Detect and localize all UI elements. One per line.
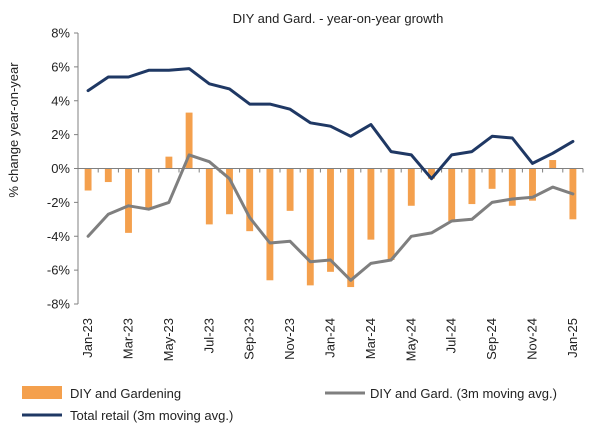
x-tick-labels: Jan-23 Mar-23 May-23 Jul-23 Sep-23 Nov-23 Jan-… xyxy=(80,318,580,361)
bar xyxy=(185,112,193,169)
x-axis xyxy=(77,168,584,173)
y-axis: -8% -6% -4% -2% 0% 2% 4% 6% 8% xyxy=(47,26,79,312)
bar xyxy=(468,168,476,205)
legend-label: DIY and Gardening xyxy=(70,386,181,401)
y-tick-label: 2% xyxy=(51,127,70,142)
x-tick-label: Jan-24 xyxy=(323,318,338,358)
y-axis-label: % change year-on-year xyxy=(6,62,21,198)
x-tick-label: Mar-24 xyxy=(363,318,378,359)
bar xyxy=(226,168,233,215)
legend-item: DIY and Gardening xyxy=(22,386,181,401)
bar xyxy=(165,156,173,169)
x-tick-label: May-23 xyxy=(161,318,176,361)
bar xyxy=(508,168,516,206)
x-tick-label: Jan-23 xyxy=(80,318,95,358)
bar xyxy=(448,168,456,222)
y-tick-label: 4% xyxy=(51,93,70,108)
y-tick-label: -6% xyxy=(47,263,71,278)
bar xyxy=(407,168,415,206)
x-tick-label: Sep-23 xyxy=(242,318,257,360)
bar xyxy=(428,168,435,179)
bar xyxy=(266,168,274,281)
x-tick-label: Nov-24 xyxy=(525,318,540,360)
legend-label: Total retail (3m moving avg.) xyxy=(70,408,233,423)
y-tick-label: -4% xyxy=(47,229,71,244)
y-tick-label: -2% xyxy=(47,195,71,210)
x-tick-label: Nov-23 xyxy=(282,318,297,360)
x-tick-label: Jul-24 xyxy=(444,318,459,353)
bar xyxy=(327,168,334,272)
legend: DIY and Gardening DIY and Gard. (3m movin… xyxy=(22,386,557,423)
legend-item: DIY and Gard. (3m moving avg.) xyxy=(325,386,557,401)
y-tick-label: 8% xyxy=(51,26,70,41)
x-tick-label: Mar-23 xyxy=(121,318,136,359)
bar xyxy=(549,160,557,169)
bar xyxy=(488,168,496,189)
bar xyxy=(367,168,375,240)
bar-series xyxy=(84,112,577,288)
bar xyxy=(246,168,254,232)
legend-swatch xyxy=(22,386,62,399)
y-tick-label: 0% xyxy=(51,161,70,176)
x-tick-label: Sep-24 xyxy=(484,318,499,360)
legend-label: DIY and Gard. (3m moving avg.) xyxy=(370,386,557,401)
x-tick-label: Jul-23 xyxy=(201,318,216,353)
bar xyxy=(84,168,92,191)
bar xyxy=(306,168,314,286)
x-tick-label: Jan-25 xyxy=(565,318,580,358)
y-tick-label: 6% xyxy=(51,59,70,74)
series-line xyxy=(86,67,575,181)
bar xyxy=(125,168,132,233)
chart-title: DIY and Gard. - year-on-year growth xyxy=(233,11,444,26)
y-tick-label: -8% xyxy=(47,297,71,312)
legend-item: Total retail (3m moving avg.) xyxy=(22,408,233,423)
bar xyxy=(104,168,112,183)
series-line xyxy=(86,153,575,282)
bar xyxy=(205,168,213,225)
x-tick-label: May-24 xyxy=(403,318,418,361)
bar xyxy=(529,168,536,201)
bar xyxy=(286,168,294,211)
line-series xyxy=(86,67,575,282)
bar xyxy=(347,168,355,288)
bar xyxy=(387,168,395,260)
bar xyxy=(145,168,153,210)
